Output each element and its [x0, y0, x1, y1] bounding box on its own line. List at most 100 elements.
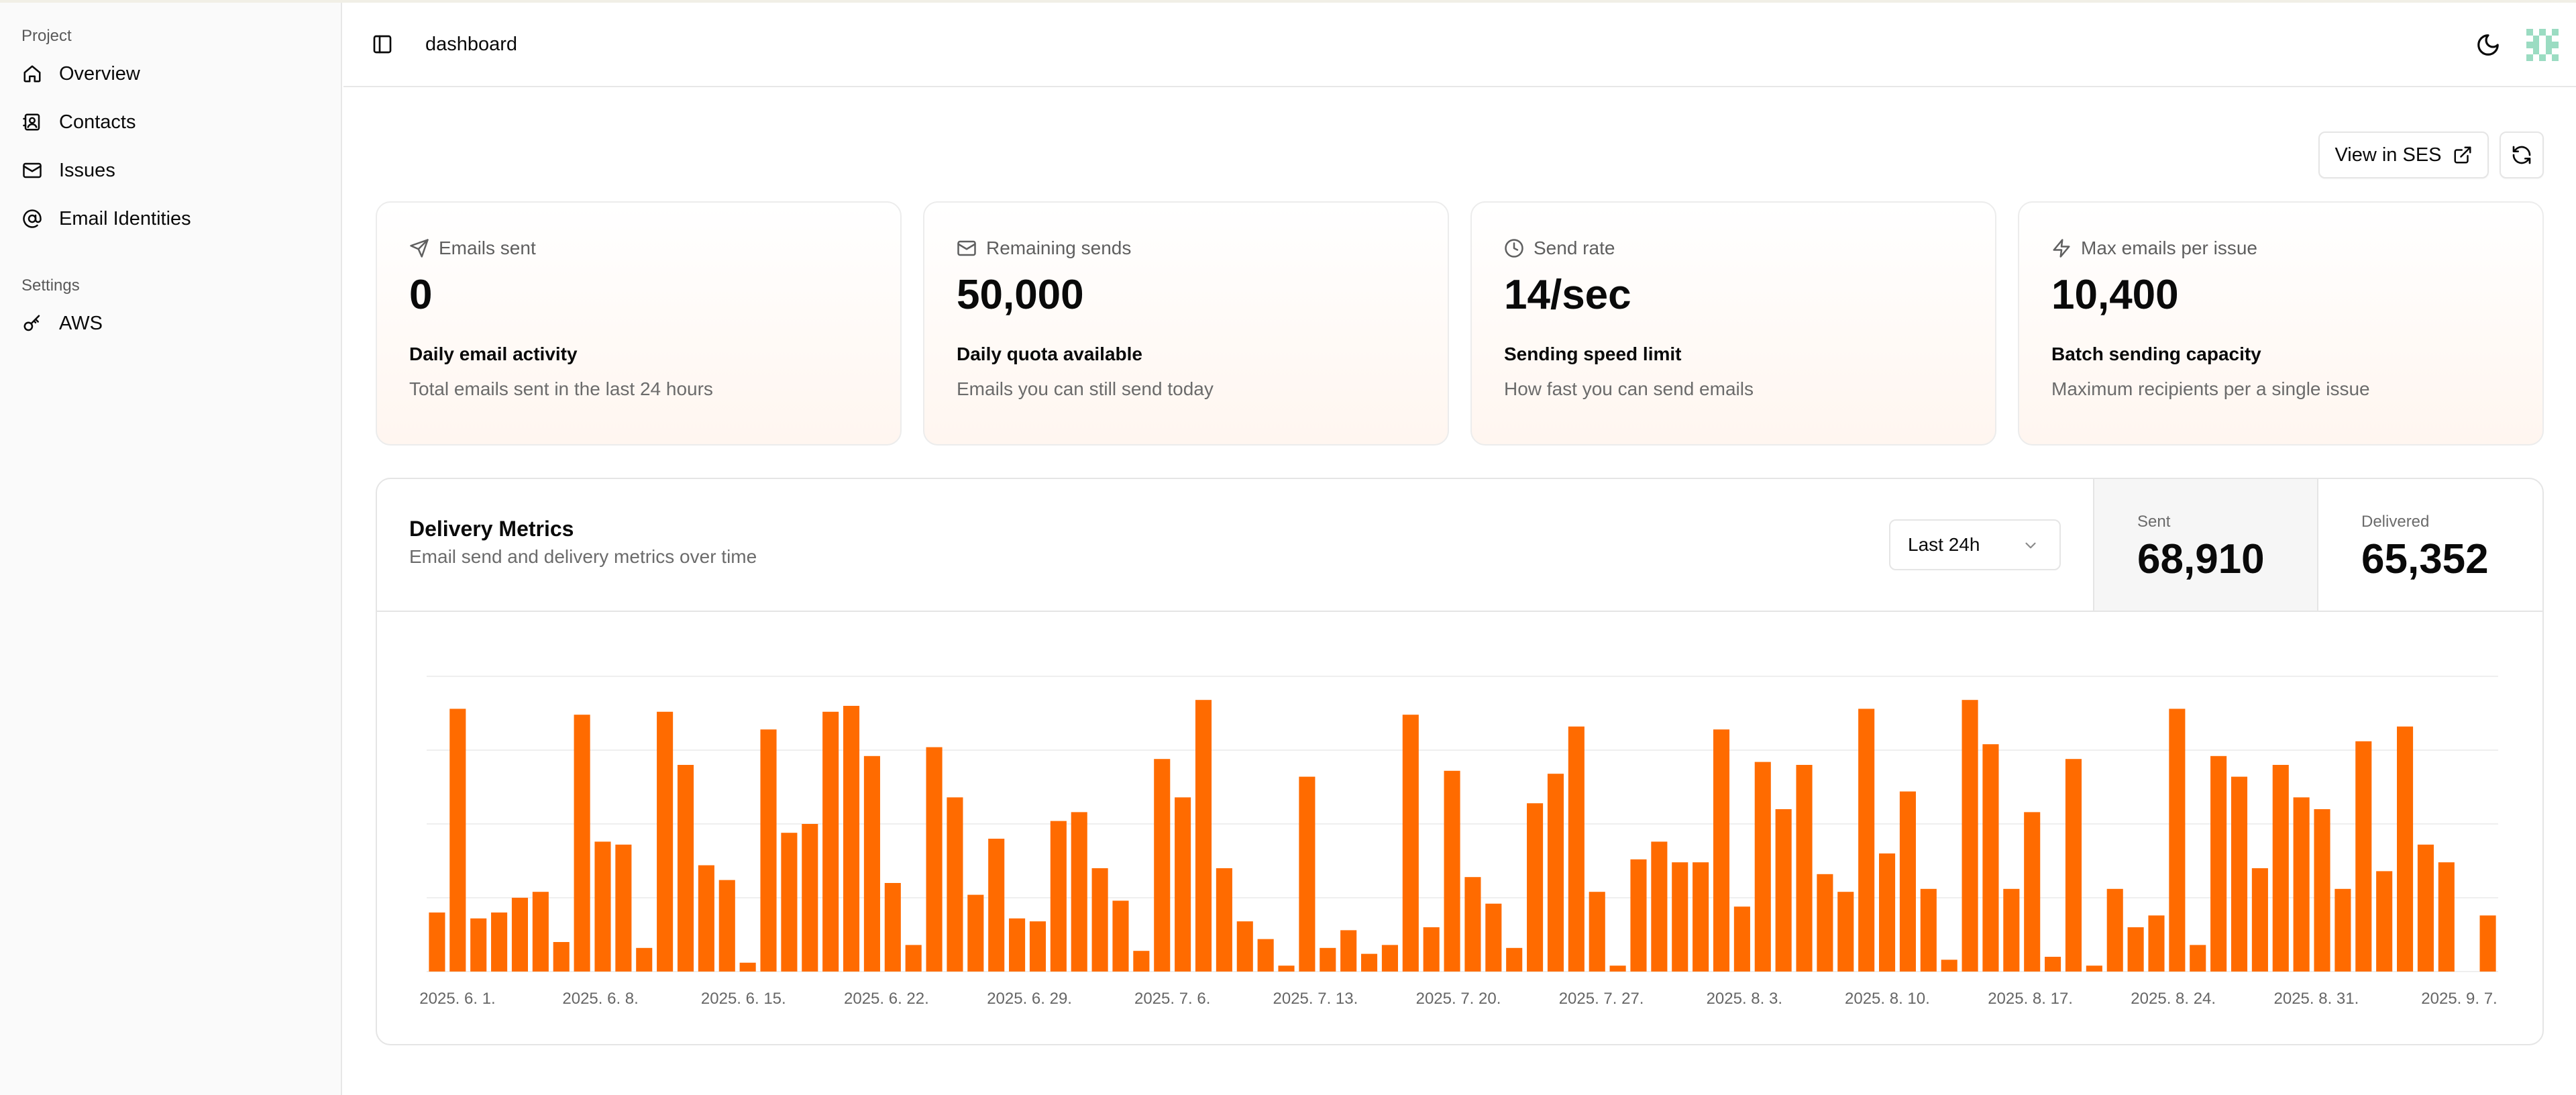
- theme-toggle-button[interactable]: [2471, 28, 2505, 62]
- chart-bar[interactable]: [2251, 868, 2268, 972]
- chart-bar[interactable]: [739, 962, 756, 972]
- chart-bar[interactable]: [2024, 812, 2041, 972]
- chart-bar[interactable]: [2438, 862, 2455, 972]
- chart-bar[interactable]: [2086, 966, 2102, 972]
- sidebar-item-aws[interactable]: AWS: [16, 302, 325, 345]
- chart-bar[interactable]: [2417, 844, 2434, 972]
- chart-bar[interactable]: [1340, 930, 1357, 972]
- chart-bar[interactable]: [1154, 759, 1171, 972]
- avatar[interactable]: [2526, 29, 2559, 61]
- chart-bar[interactable]: [1361, 953, 1378, 972]
- chart-bar[interactable]: [1796, 765, 1813, 972]
- chart-bar[interactable]: [1236, 921, 1253, 972]
- chart-bar[interactable]: [2334, 888, 2351, 972]
- chart-bar[interactable]: [698, 865, 714, 972]
- view-in-ses-button[interactable]: View in SES: [2318, 132, 2489, 178]
- chart-bar[interactable]: [863, 755, 880, 972]
- chart-bar[interactable]: [1962, 700, 1978, 972]
- chart-bar[interactable]: [1195, 700, 1212, 972]
- chart-bar[interactable]: [1713, 729, 1730, 972]
- chart-bar[interactable]: [1754, 762, 1771, 972]
- chart-bar[interactable]: [781, 833, 798, 972]
- chart-bar[interactable]: [1216, 868, 1232, 972]
- chart-bar[interactable]: [2355, 741, 2372, 972]
- chart-bar[interactable]: [905, 945, 922, 972]
- chart-bar[interactable]: [1693, 862, 1709, 972]
- chart-bar[interactable]: [947, 797, 963, 972]
- chart-bar[interactable]: [1672, 862, 1688, 972]
- chart-bar[interactable]: [1091, 868, 1108, 972]
- chart-bar[interactable]: [1299, 776, 1316, 972]
- chart-bar[interactable]: [926, 747, 943, 972]
- chart-bar[interactable]: [1837, 892, 1854, 972]
- chart-bar[interactable]: [2397, 726, 2414, 972]
- chart-bar[interactable]: [532, 892, 549, 972]
- chart-bar[interactable]: [1402, 715, 1419, 972]
- chart-bar[interactable]: [2210, 755, 2227, 972]
- chart-bar[interactable]: [1381, 945, 1398, 972]
- chart-bar[interactable]: [1982, 744, 1999, 972]
- chart-bar[interactable]: [2127, 927, 2144, 972]
- chart-bar[interactable]: [1029, 921, 1046, 972]
- chart-bar[interactable]: [1278, 966, 1295, 972]
- chart-bar[interactable]: [1630, 859, 1647, 972]
- chart-bar[interactable]: [2314, 809, 2330, 972]
- chart-bar[interactable]: [1589, 892, 1605, 972]
- chart-bar[interactable]: [760, 729, 777, 972]
- chart-bar[interactable]: [1609, 966, 1626, 972]
- chart-bar[interactable]: [802, 824, 818, 972]
- chart-bar[interactable]: [594, 841, 611, 972]
- chart-bar[interactable]: [822, 711, 839, 972]
- chart-bar[interactable]: [1568, 726, 1585, 972]
- chart-bar[interactable]: [2272, 765, 2289, 972]
- chart-bar[interactable]: [491, 912, 508, 972]
- chart-bar[interactable]: [718, 880, 735, 972]
- chart-bar[interactable]: [1733, 906, 1750, 972]
- chart-bar[interactable]: [636, 947, 653, 972]
- chart-bar[interactable]: [2169, 709, 2186, 972]
- chart-bar[interactable]: [1527, 803, 1544, 972]
- chart-bar[interactable]: [1506, 947, 1523, 972]
- chart-bar[interactable]: [429, 912, 445, 972]
- chart-bar[interactable]: [2293, 797, 2310, 972]
- chart-bar[interactable]: [1547, 774, 1564, 972]
- sidebar-item-email-identities[interactable]: Email Identities: [16, 197, 325, 240]
- chart-bar[interactable]: [470, 918, 487, 972]
- chart-bar[interactable]: [1920, 888, 1937, 972]
- chart-bar[interactable]: [2231, 776, 2248, 972]
- refresh-button[interactable]: [2500, 132, 2544, 178]
- chart-bar[interactable]: [1858, 709, 1875, 972]
- time-range-select[interactable]: Last 24h: [1889, 519, 2061, 570]
- chart-bar[interactable]: [884, 883, 901, 972]
- chart-bar[interactable]: [1941, 959, 1957, 972]
- chart-bar[interactable]: [2479, 915, 2496, 972]
- chart-bar[interactable]: [1899, 791, 1916, 972]
- chart-bar[interactable]: [1464, 877, 1481, 972]
- sidebar-item-issues[interactable]: Issues: [16, 149, 325, 192]
- delivered-total-tab[interactable]: Delivered 65,352: [2317, 479, 2542, 611]
- chart-bar[interactable]: [1050, 821, 1067, 972]
- chart-bar[interactable]: [1651, 841, 1668, 972]
- sidebar-item-overview[interactable]: Overview: [16, 52, 325, 95]
- sidebar-toggle-button[interactable]: [366, 28, 398, 60]
- chart-bar[interactable]: [1423, 927, 1440, 972]
- chart-bar[interactable]: [2045, 957, 2061, 972]
- chart-bar[interactable]: [1071, 812, 1087, 972]
- chart-bar[interactable]: [615, 844, 632, 972]
- chart-bar[interactable]: [967, 894, 984, 972]
- chart-bar[interactable]: [2003, 888, 2020, 972]
- chart-bar[interactable]: [1817, 874, 1833, 972]
- chart-bar[interactable]: [1257, 939, 1274, 972]
- chart-bar[interactable]: [988, 839, 1005, 972]
- chart-bar[interactable]: [1133, 951, 1150, 972]
- chart-bar[interactable]: [2376, 871, 2393, 972]
- chart-bar[interactable]: [511, 898, 529, 972]
- chart-bar[interactable]: [1009, 918, 1026, 972]
- chart-bar[interactable]: [1175, 797, 1191, 972]
- chart-bar[interactable]: [574, 715, 590, 972]
- chart-bar[interactable]: [657, 711, 674, 972]
- chart-bar[interactable]: [1775, 809, 1792, 972]
- chart-bar[interactable]: [2065, 759, 2082, 972]
- chart-bar[interactable]: [2148, 915, 2165, 972]
- chart-bar[interactable]: [1112, 900, 1129, 972]
